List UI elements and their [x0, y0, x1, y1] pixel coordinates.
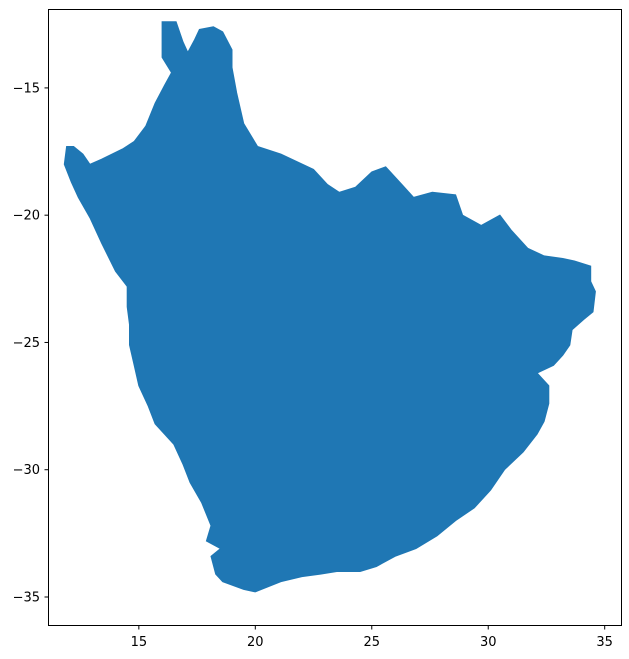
- x-tick-label: 35: [596, 635, 613, 650]
- y-tick-label: −30: [13, 463, 40, 478]
- region-shape: [63, 21, 596, 593]
- x-tick-label: 30: [480, 635, 497, 650]
- axes-frame: [48, 9, 622, 626]
- y-tick-label: −20: [13, 209, 40, 224]
- x-tick-label: 25: [363, 635, 380, 650]
- y-tick-label: −25: [13, 336, 40, 351]
- y-tick-label: −35: [13, 591, 40, 606]
- x-tick-label: 20: [247, 635, 264, 650]
- x-tick-label: 15: [131, 635, 148, 650]
- axes: 15 20 25 30 35 −15 −20 −25 −30 −35: [13, 9, 622, 650]
- y-tick-label: −15: [13, 81, 40, 96]
- plot-area: [63, 21, 596, 593]
